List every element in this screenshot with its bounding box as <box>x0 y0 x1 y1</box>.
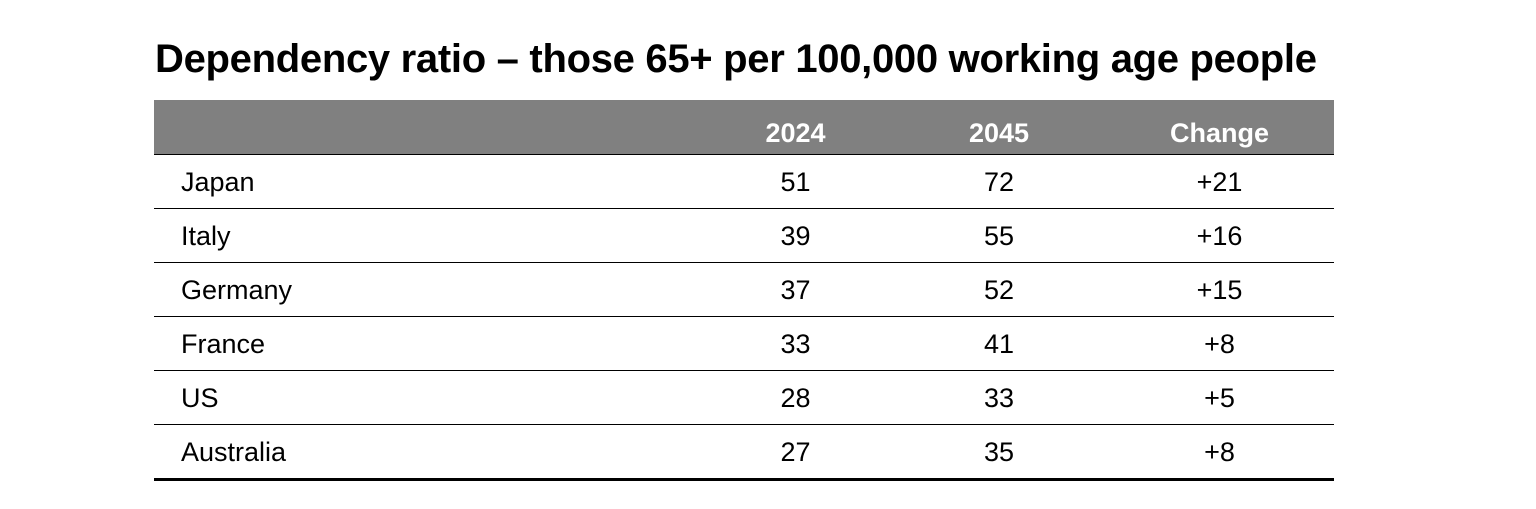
value-2024-cell: 27 <box>780 436 811 467</box>
value-2024-cell: 39 <box>780 220 811 251</box>
country-cell: France <box>181 328 266 359</box>
country-cell: Germany <box>181 274 293 305</box>
header-2045: 2045 <box>968 118 1030 148</box>
table-row: Japan 51 72 +21 <box>154 154 1334 208</box>
value-2024-cell: 33 <box>780 328 811 359</box>
table-header: 2024 2045 Change <box>154 100 1334 154</box>
table-row: France 33 41 +8 <box>154 316 1334 370</box>
table-row: Australia 27 35 +8 <box>154 424 1334 481</box>
value-2045-cell: 72 <box>983 166 1015 197</box>
value-2045-cell: 35 <box>983 436 1015 467</box>
change-cell: +15 <box>1196 274 1243 305</box>
value-2024-cell: 28 <box>780 382 811 413</box>
header-2024: 2024 <box>765 118 826 148</box>
change-cell: +8 <box>1204 328 1235 359</box>
value-2045-cell: 55 <box>983 220 1015 251</box>
table-row: US 28 33 +5 <box>154 370 1334 424</box>
value-2045-cell: 33 <box>983 382 1015 413</box>
change-cell: +8 <box>1204 436 1235 467</box>
country-cell: Italy <box>181 220 231 251</box>
chart-title: Dependency ratio – those 65+ per 100,000… <box>155 37 1317 81</box>
data-table: 2024 2045 Change Japan 51 72 +21 Italy 3… <box>154 100 1334 481</box>
change-cell: +16 <box>1196 220 1243 251</box>
country-cell: Japan <box>181 166 255 197</box>
value-2045-cell: 52 <box>983 274 1015 305</box>
country-cell: US <box>181 382 219 413</box>
value-2024-cell: 51 <box>780 166 811 197</box>
country-cell: Australia <box>181 436 287 467</box>
table-row: Germany 37 52 +15 <box>154 262 1334 316</box>
value-2045-cell: 41 <box>983 328 1015 359</box>
table-row: Italy 39 55 +16 <box>154 208 1334 262</box>
header-change: Change <box>1169 118 1269 148</box>
value-2024-cell: 37 <box>780 274 811 305</box>
change-cell: +21 <box>1196 166 1243 197</box>
change-cell: +5 <box>1204 382 1235 413</box>
